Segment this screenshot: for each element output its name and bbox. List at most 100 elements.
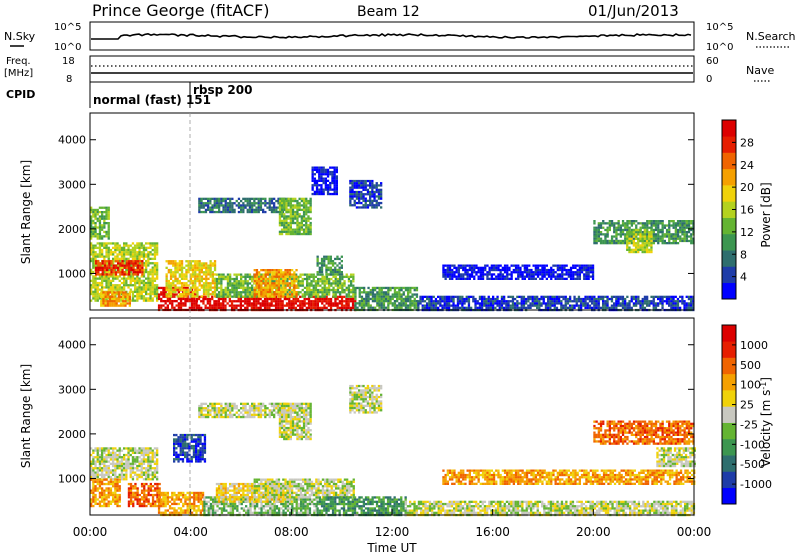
power-colorbar-seg-7 [722, 168, 736, 186]
velocity-colorbar-seg-9 [722, 341, 736, 358]
velocity-panel: 1000 2000 3000 4000 Slant Range [km] 1000 50… [19, 317, 774, 554]
velocity-colorbar-seg-4 [722, 422, 736, 440]
velocity-colorbar: 1000 500 100 25 -25 -100 -500 -1000 [721, 324, 772, 505]
power-colorbar-seg-1 [722, 266, 736, 284]
power-colorbar-seg-10 [722, 120, 736, 137]
nave-tick-bottom: 0 [706, 74, 712, 85]
velocity-region-14 [593, 420, 695, 445]
freq-panel: Freq. [MHz] 18 8 60 0 Nave [4, 55, 774, 85]
xtick-label-3: 12:00 [375, 525, 410, 539]
velocity-region-6 [253, 478, 355, 499]
power-colorbar-seg-2 [722, 250, 736, 267]
power-colorbar-seg-3 [722, 233, 736, 251]
power-region-13 [198, 197, 289, 214]
velocity-colorbar-seg-3 [722, 438, 736, 456]
nsky-panel: N.Sky 10^5 10^0 10^5 10^0 N.Search [4, 21, 796, 53]
velocity-region-13 [173, 433, 207, 463]
power-region-3 [100, 291, 131, 307]
power-colorbar-tick-6: 4 [740, 271, 747, 284]
velocity-colorbar-tick-7: -1000 [740, 478, 772, 491]
velocity-colorbar-seg-2 [722, 455, 736, 472]
time-xaxis: 00:00 04:00 08:00 12:00 16:00 20:00 00:00 [73, 509, 712, 539]
power-region-18 [626, 228, 653, 254]
nsky-tick-bottom: 10^0 [54, 42, 81, 53]
power-region-17 [593, 220, 695, 245]
freq-label: Freq. [6, 56, 31, 67]
velocity-colorbar-seg-6 [722, 390, 736, 407]
power-region-14 [278, 197, 312, 236]
power-ytick-label-3: 4000 [58, 134, 86, 147]
nsky-tick-top: 10^5 [54, 22, 81, 33]
station-title: Prince George (fitACF) [92, 1, 270, 20]
power-panel: 1000 2000 3000 4000 Slant Range [km] 28 24 20… [19, 112, 773, 312]
velocity-colorbar-seg-10 [722, 325, 736, 342]
velocity-colorbar-tick-4: -25 [740, 418, 758, 431]
xtick-label-2: 08:00 [274, 525, 309, 539]
power-colorbar-label: Power [dB] [759, 182, 773, 247]
nave-label: Nave [746, 64, 774, 77]
xtick-label-5: 20:00 [576, 525, 611, 539]
power-region-10 [417, 295, 695, 312]
velocity-yaxis: 1000 2000 3000 4000 [58, 339, 694, 485]
power-colorbar-tick-2: 20 [740, 181, 754, 194]
power-ytick-label-1: 2000 [58, 223, 86, 236]
power-region-15 [349, 179, 383, 209]
velocity-colorbar-label: Velocity [m s-1] [759, 377, 774, 467]
velocity-region-8 [404, 500, 696, 517]
cpid-segment-rbsp: rbsp 200 [193, 83, 252, 97]
power-colorbar: 28 24 20 16 12 8 4 [721, 119, 754, 300]
velocity-ytick-label-2: 3000 [58, 383, 86, 396]
power-ytick-label-2: 3000 [58, 178, 86, 191]
beam-title: Beam 12 [357, 4, 420, 20]
nsearch-label: N.Search [746, 30, 796, 43]
nsky-label: N.Sky [4, 30, 36, 43]
power-data [90, 166, 695, 312]
freq-tick-top: 18 [62, 56, 75, 67]
velocity-region-2 [127, 482, 161, 508]
cpid-panel: CPID normal (fast) 151 rbsp 200 [6, 82, 252, 108]
time-xlabel: Time UT [366, 541, 417, 554]
velocity-colorbar-tick-6: -500 [740, 458, 765, 471]
power-region-1 [95, 260, 144, 276]
velocity-region-1 [90, 478, 121, 508]
velocity-region-3 [157, 491, 205, 517]
date-title: 01/Jun/2013 [588, 2, 679, 20]
power-colorbar-seg-9 [722, 136, 736, 153]
freq-tick-bottom: 8 [66, 74, 72, 85]
power-colorbar-seg-8 [722, 152, 736, 170]
nsky-trace [91, 32, 692, 40]
velocity-colorbar-tick-2: 100 [740, 379, 761, 392]
velocity-colorbar-seg-0 [722, 487, 736, 505]
velocity-region-11 [278, 402, 312, 441]
nsearch-tick-top: 10^5 [706, 22, 733, 33]
velocity-colorbar-seg-7 [722, 373, 736, 391]
velocity-region-15 [656, 447, 696, 468]
nave-tick-top: 60 [706, 56, 719, 67]
velocity-region-12 [349, 384, 383, 414]
velocity-data [90, 384, 696, 517]
power-region-11 [442, 264, 595, 280]
cpid-segment-normal: normal (fast) 151 [93, 93, 211, 107]
velocity-ytick-label-3: 4000 [58, 339, 86, 352]
velocity-colorbar-seg-8 [722, 357, 736, 375]
velocity-colorbar-tick-3: 25 [740, 399, 754, 412]
nsearch-tick-bottom: 10^0 [706, 42, 733, 53]
xtick-label-6: 00:00 [677, 525, 712, 539]
velocity-region-9 [442, 469, 696, 485]
power-region-16 [311, 166, 338, 196]
power-colorbar-tick-3: 16 [740, 204, 754, 217]
velocity-region-7 [316, 496, 407, 517]
power-colorbar-tick-0: 28 [740, 136, 754, 149]
power-ylabel: Slant Range [km] [19, 160, 33, 264]
power-ytick-label-0: 1000 [58, 267, 86, 280]
power-colorbar-tick-1: 24 [740, 159, 754, 172]
power-colorbar-seg-6 [722, 185, 736, 202]
velocity-region-10 [198, 402, 289, 419]
power-region-8 [253, 269, 298, 298]
velocity-colorbar-tick-5: -100 [740, 438, 765, 451]
power-colorbar-seg-0 [722, 282, 736, 300]
power-colorbar-tick-4: 12 [740, 226, 754, 239]
velocity-colorbar-seg-5 [722, 406, 736, 423]
xtick-label-1: 04:00 [173, 525, 208, 539]
